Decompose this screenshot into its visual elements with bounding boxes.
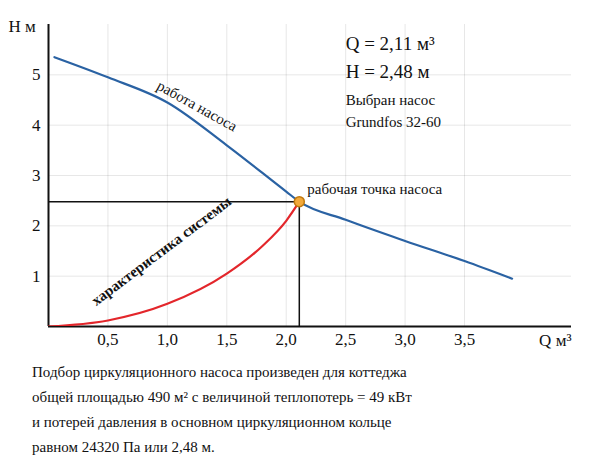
svg-text:характеристика системы: характеристика системы [88, 193, 234, 309]
svg-text:1,5: 1,5 [216, 330, 237, 349]
svg-text:2: 2 [32, 216, 41, 235]
svg-text:1,0: 1,0 [157, 330, 178, 349]
html-text:и потерей давления в основном: и потерей давления в основном циркуляцио… [32, 414, 392, 430]
html-text:Подбор циркуляционного насоса: Подбор циркуляционного насоса произведен… [32, 364, 407, 380]
svg-text:1: 1 [32, 267, 41, 286]
svg-text:работа насоса: работа насоса [154, 77, 240, 134]
svg-text:5: 5 [32, 65, 41, 84]
svg-text:2,0: 2,0 [276, 330, 297, 349]
svg-text:Q м³: Q м³ [539, 331, 571, 350]
svg-text:Выбран насос: Выбран насос [346, 92, 436, 108]
svg-text:2,5: 2,5 [335, 330, 356, 349]
svg-text:рабочая точка насоса: рабочая точка насоса [307, 181, 442, 197]
svg-text:3: 3 [32, 166, 41, 185]
svg-text:Grundfos 32-60: Grundfos 32-60 [346, 114, 441, 130]
html-text:общей площадью 490 м² с величи: общей площадью 490 м² с величиной теплоп… [32, 389, 412, 405]
svg-text:H м: H м [9, 17, 37, 36]
svg-text:3,5: 3,5 [454, 330, 475, 349]
svg-text:0,5: 0,5 [97, 330, 118, 349]
svg-text:Q = 2,11 м³: Q = 2,11 м³ [346, 33, 435, 54]
svg-text:3,0: 3,0 [394, 330, 415, 349]
svg-text:H = 2,48 м: H = 2,48 м [346, 61, 430, 82]
svg-text:4: 4 [32, 116, 41, 135]
html-text:равном 24320 Па или 2,48 м.: равном 24320 Па или 2,48 м. [32, 439, 215, 455]
